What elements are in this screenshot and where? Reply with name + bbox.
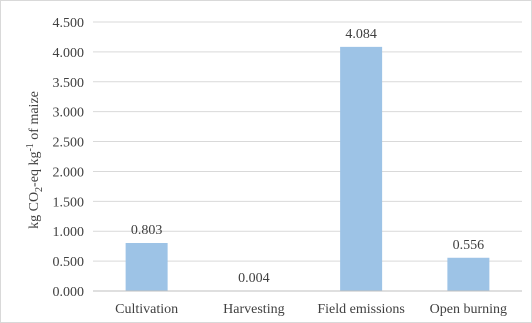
y-tick-labels: 0.000 0.500 1.000 1.500 2.000 2.500 3.000 3.500… <box>53 16 85 300</box>
category-label: Harvesting <box>223 302 284 317</box>
y-tick-label: 0.000 <box>53 285 85 300</box>
y-tick-label: 1.500 <box>53 195 85 210</box>
data-label: 0.803 <box>131 223 163 238</box>
bars <box>125 46 490 292</box>
category-label: Field emissions <box>317 302 405 317</box>
y-tick-label: 0.500 <box>53 255 85 270</box>
y-axis-label: kg CO2-eq kg-1 of maize <box>25 91 45 229</box>
bar <box>125 242 168 291</box>
y-tick-label: 3.000 <box>53 106 85 121</box>
y-tick-label: 2.000 <box>53 165 85 180</box>
bar <box>447 257 490 291</box>
y-tick-label: 1.000 <box>53 225 85 240</box>
data-label: 0.004 <box>238 271 270 286</box>
y-tick-label: 3.500 <box>53 76 85 91</box>
category-labels: Cultivation Harvesting Field emissions Open… <box>115 302 507 317</box>
y-tick-label: 4.000 <box>53 46 85 61</box>
data-label: 0.556 <box>453 238 485 253</box>
bar <box>340 46 383 291</box>
y-tick-label: 2.500 <box>53 136 85 151</box>
y-tick-label: 4.500 <box>53 16 85 31</box>
category-label: Cultivation <box>115 302 178 317</box>
data-label: 4.084 <box>345 27 377 42</box>
category-label: Open burning <box>430 302 507 317</box>
data-labels: 0.803 0.004 4.084 0.556 <box>131 27 484 286</box>
